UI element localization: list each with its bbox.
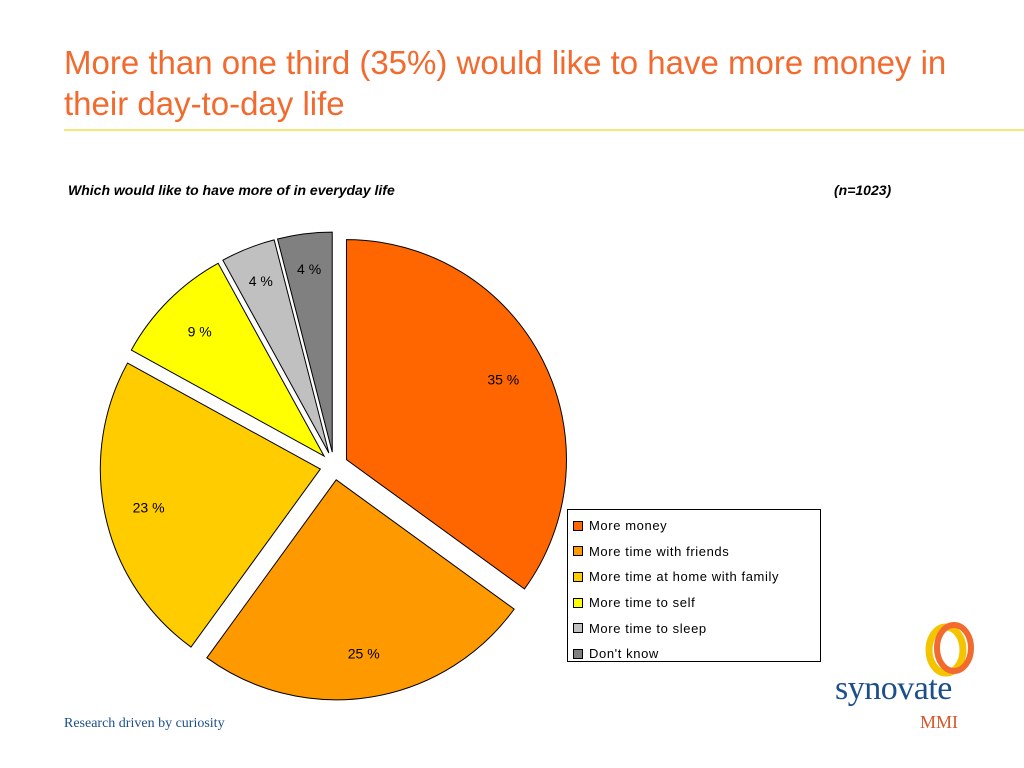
sample-size-note: (n=1023) bbox=[834, 182, 892, 198]
legend-item-1: More time with friends bbox=[568, 539, 820, 565]
logo-subtitle: MMI bbox=[920, 712, 959, 732]
legend-label-2: More time at home with family bbox=[589, 569, 780, 585]
pie-data-label-3: 9 % bbox=[188, 324, 212, 340]
legend-label-5: Don't know bbox=[589, 646, 659, 662]
pie-slice-0 bbox=[345, 239, 567, 590]
double-ring-logo-icon bbox=[925, 622, 974, 677]
pie-data-label-0: 35 % bbox=[487, 372, 519, 388]
legend-item-2: More time at home with family bbox=[568, 564, 820, 590]
logo-wordmark: synovate bbox=[835, 670, 952, 707]
legend-swatch-1 bbox=[573, 546, 583, 557]
legend-label-4: More time to sleep bbox=[589, 620, 707, 636]
slide-title: More than one third (35%) would like to … bbox=[64, 44, 947, 122]
pie-slice-1 bbox=[206, 479, 515, 701]
title-divider bbox=[64, 129, 1024, 131]
legend-item-3: More time to self bbox=[568, 590, 820, 616]
legend-swatch-4 bbox=[573, 623, 583, 634]
tagline: Research driven by curiosity bbox=[64, 716, 225, 731]
legend-swatch-3 bbox=[573, 597, 583, 608]
legend-swatch-5 bbox=[573, 648, 583, 659]
legend-item-5: Don't know bbox=[568, 641, 820, 667]
legend-item-0: More money bbox=[568, 513, 820, 539]
pie-data-label-4: 4 % bbox=[249, 273, 273, 289]
legend-label-1: More time with friends bbox=[589, 543, 730, 559]
legend-swatch-2 bbox=[573, 571, 583, 582]
pie-slice-2 bbox=[99, 362, 322, 648]
legend-label-3: More time to self bbox=[589, 595, 696, 611]
pie-data-label-2: 23 % bbox=[133, 499, 165, 515]
pie-slice-5 bbox=[276, 231, 333, 453]
synovate-logo: synovate MMI bbox=[830, 618, 990, 738]
legend-swatch-0 bbox=[573, 520, 583, 531]
chart-legend: More money More time with friends More tim… bbox=[567, 509, 821, 662]
chart-title: Which would like to have more of in ever… bbox=[68, 182, 395, 198]
pie-data-label-1: 25 % bbox=[348, 646, 380, 662]
pie-data-label-5: 4 % bbox=[297, 261, 321, 277]
pie-slice-4 bbox=[222, 239, 330, 454]
legend-item-4: More time to sleep bbox=[568, 615, 820, 641]
legend-label-0: More money bbox=[589, 518, 668, 534]
pie-slice-3 bbox=[130, 262, 326, 458]
